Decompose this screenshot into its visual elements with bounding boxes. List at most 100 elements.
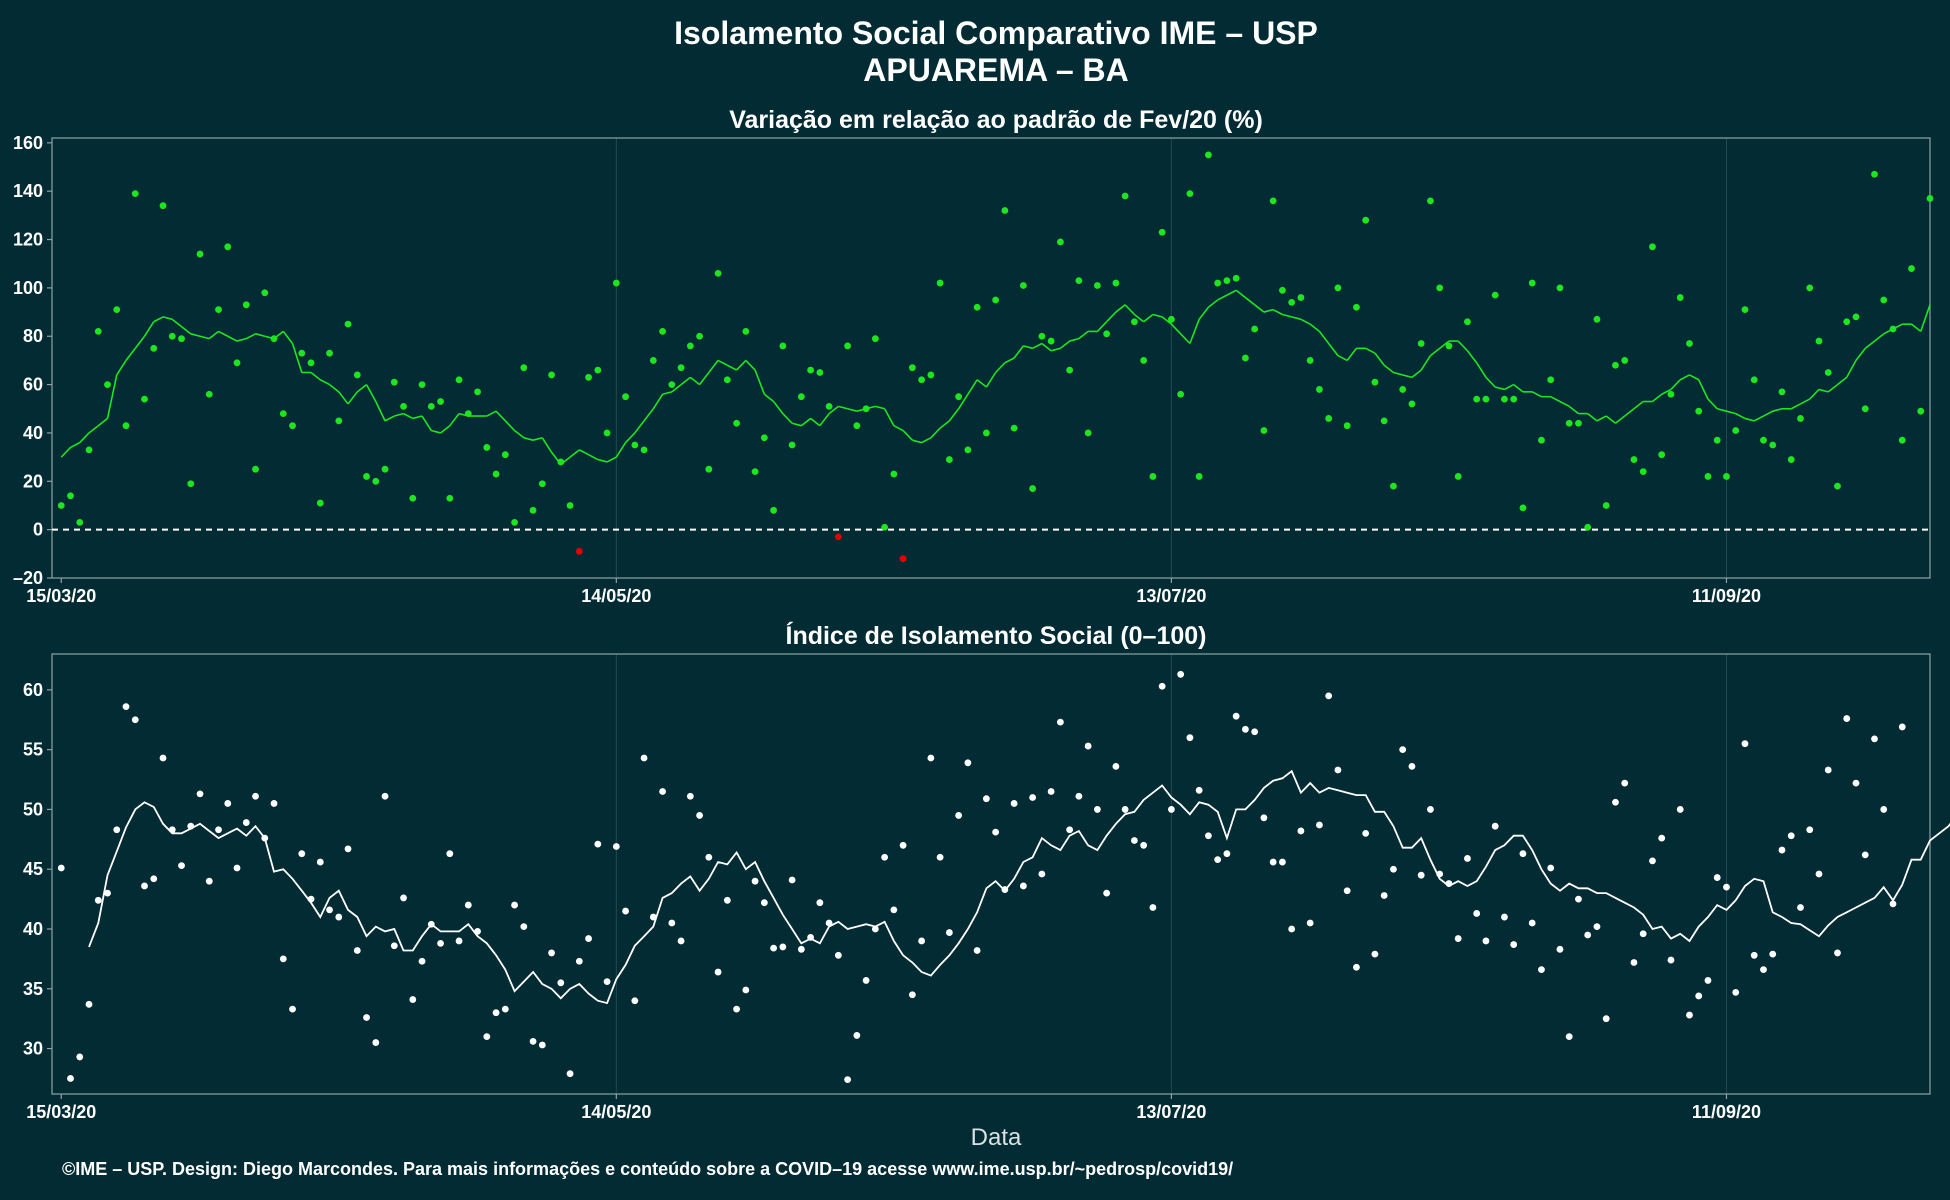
data-point <box>1538 966 1545 974</box>
data-point <box>1251 325 1259 333</box>
data-point <box>501 451 509 459</box>
moving-average-segment <box>634 420 645 434</box>
y-tick-label: 20 <box>23 471 43 491</box>
moving-average-segment <box>643 408 654 422</box>
data-point <box>1787 456 1795 463</box>
data-point <box>603 429 611 437</box>
data-point <box>797 393 805 401</box>
data-point <box>844 342 852 350</box>
data-point <box>1769 441 1777 449</box>
moving-average-segment <box>310 371 321 381</box>
moving-average-segment <box>486 410 497 417</box>
data-point <box>1306 919 1314 927</box>
moving-average-segment <box>578 449 589 456</box>
moving-average-segment <box>1568 405 1579 415</box>
data-point <box>723 896 731 904</box>
moving-average-segment <box>717 359 728 366</box>
moving-average-segment <box>1855 347 1866 361</box>
data-point <box>585 935 592 942</box>
data-point <box>538 1041 546 1049</box>
data-point <box>1519 850 1527 858</box>
data-point <box>1824 766 1832 774</box>
data-point <box>807 933 815 941</box>
data-point <box>1251 728 1259 736</box>
moving-average-segment <box>106 374 118 419</box>
data-point <box>252 465 259 473</box>
data-point <box>492 1009 500 1017</box>
data-point <box>76 518 84 526</box>
x-tick-label: 13/07/20 <box>1136 586 1206 606</box>
moving-average-segment <box>1318 330 1330 344</box>
footer-credit: ©IME – USP. Design: Diego Marcondes. Par… <box>62 1159 1233 1179</box>
data-point <box>575 957 583 965</box>
data-point <box>1066 826 1074 834</box>
moving-average-segment <box>1550 395 1561 403</box>
data-point <box>622 393 629 401</box>
data-point <box>1334 284 1342 292</box>
data-point <box>779 943 787 951</box>
data-point <box>76 1053 84 1061</box>
data-point <box>1167 315 1175 323</box>
x-tick-label: 11/09/20 <box>1692 1102 1761 1122</box>
moving-average-segment <box>912 439 922 444</box>
data-point <box>1769 950 1777 958</box>
data-point <box>1343 887 1351 895</box>
data-point <box>992 828 1000 836</box>
data-point <box>1260 814 1268 822</box>
data-point <box>1288 925 1296 933</box>
data-point <box>585 373 592 381</box>
data-point <box>640 754 648 762</box>
data-point <box>1186 190 1194 198</box>
moving-average-segment <box>97 417 109 427</box>
moving-average-segment <box>190 333 201 338</box>
data-point <box>1482 937 1490 945</box>
data-point <box>1380 417 1388 425</box>
data-point <box>853 422 861 430</box>
data-point <box>1584 523 1592 531</box>
data-point <box>270 800 278 807</box>
data-point <box>1279 858 1286 866</box>
data-point <box>871 335 879 343</box>
moving-average-segment <box>1661 388 1672 395</box>
data-point <box>557 458 565 466</box>
moving-average-segment <box>116 359 127 376</box>
data-point <box>816 899 824 907</box>
data-point <box>779 342 787 350</box>
data-point <box>862 405 870 413</box>
moving-average-segment <box>1513 383 1524 393</box>
plot-frame <box>51 653 1931 1095</box>
data-point <box>705 465 713 473</box>
moving-average-segment <box>236 337 247 342</box>
data-point <box>1399 386 1407 393</box>
moving-average-segment <box>143 321 155 337</box>
data-point <box>908 991 916 999</box>
moving-average-segment <box>1559 400 1570 408</box>
moving-average-segment <box>1827 383 1838 393</box>
data-point <box>279 410 287 418</box>
data-point <box>131 190 139 198</box>
data-point <box>871 925 879 933</box>
data-point <box>955 812 963 819</box>
data-point <box>1871 170 1878 178</box>
data-point <box>1926 195 1934 202</box>
data-point <box>1093 806 1101 813</box>
data-point <box>1047 788 1055 795</box>
data-point <box>1797 415 1804 422</box>
data-point <box>215 306 222 314</box>
data-point <box>1186 734 1194 742</box>
moving-average-segment <box>1763 410 1774 417</box>
moving-average-segment <box>440 425 451 434</box>
moving-average-segment <box>957 393 969 410</box>
moving-average-segment <box>1069 337 1080 342</box>
moving-average-segment <box>1476 362 1487 378</box>
data-point <box>298 850 306 858</box>
data-point <box>973 303 981 311</box>
data-point <box>1593 923 1601 931</box>
data-point <box>640 446 648 454</box>
data-point <box>890 470 898 478</box>
moving-average-segment <box>1605 415 1616 424</box>
moving-average-segment <box>1726 410 1736 415</box>
data-point <box>1325 415 1333 422</box>
data-point <box>714 968 722 976</box>
data-point <box>1195 786 1203 794</box>
